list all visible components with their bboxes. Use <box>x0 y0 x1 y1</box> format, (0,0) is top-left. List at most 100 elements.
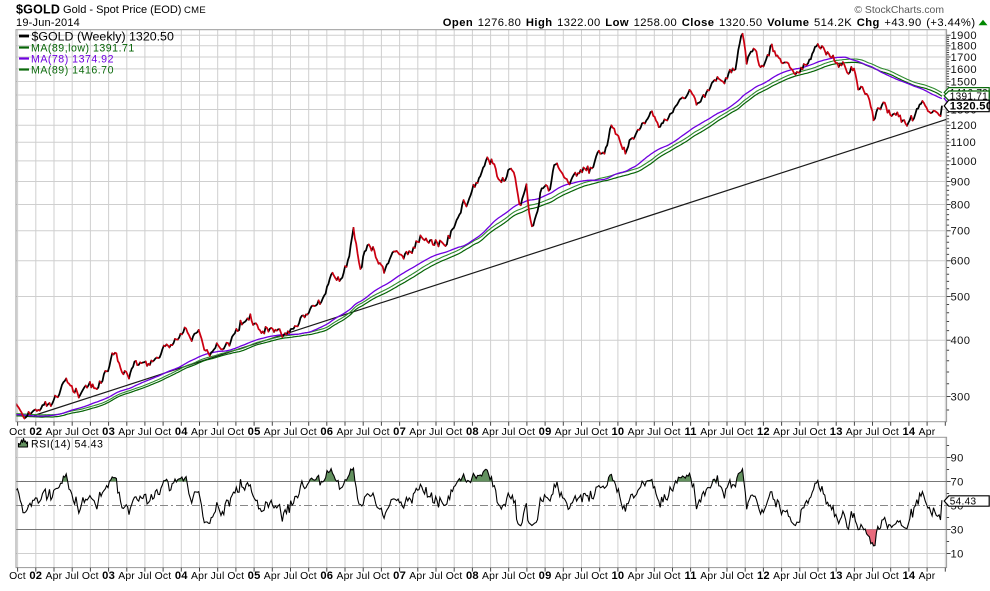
svg-text:Apr: Apr <box>118 571 135 582</box>
svg-text:Jul: Jul <box>647 427 661 438</box>
svg-text:Apr: Apr <box>846 571 863 582</box>
svg-text:Oct: Oct <box>882 427 899 438</box>
svg-text:Oct: Oct <box>737 427 754 438</box>
svg-text:08: 08 <box>466 570 479 582</box>
svg-text:Jul: Jul <box>865 427 879 438</box>
svg-text:Jul: Jul <box>138 427 152 438</box>
svg-text:04: 04 <box>175 426 188 438</box>
svg-text:02: 02 <box>29 426 42 438</box>
svg-text:Oct: Oct <box>664 571 681 582</box>
svg-text:Apr: Apr <box>409 427 426 438</box>
svg-text:Jul: Jul <box>793 427 807 438</box>
svg-text:Oct: Oct <box>373 427 390 438</box>
svg-text:03: 03 <box>102 570 115 582</box>
svg-text:900: 900 <box>951 176 971 188</box>
svg-text:05: 05 <box>248 570 261 582</box>
svg-text:1700: 1700 <box>951 52 978 64</box>
svg-text:Apr: Apr <box>773 571 790 582</box>
svg-text:Oct: Oct <box>882 571 899 582</box>
svg-text:Jul: Jul <box>138 571 152 582</box>
svg-text:Jul: Jul <box>720 427 734 438</box>
svg-text:70: 70 <box>951 476 964 488</box>
svg-text:Oct: Oct <box>373 571 390 582</box>
svg-text:Oct: Oct <box>9 571 26 582</box>
svg-text:Oct: Oct <box>591 427 608 438</box>
svg-text:Jul: Jul <box>211 571 225 582</box>
svg-text:700: 700 <box>951 226 971 238</box>
svg-text:Open 1276.80 High 1322.00 Low: Open 1276.80 High 1322.00 Low 1258.00 Cl… <box>443 17 976 29</box>
svg-text:10: 10 <box>951 548 964 560</box>
svg-text:07: 07 <box>393 426 406 438</box>
svg-text:Jul: Jul <box>574 427 588 438</box>
svg-text:800: 800 <box>951 199 971 211</box>
svg-text:03: 03 <box>102 426 115 438</box>
svg-text:06: 06 <box>320 570 333 582</box>
svg-text:06: 06 <box>320 426 333 438</box>
svg-text:1800: 1800 <box>951 41 978 53</box>
svg-text:Apr: Apr <box>264 427 281 438</box>
svg-text:Apr: Apr <box>46 427 63 438</box>
svg-text:$GOLD (Weekly) 1320.50: $GOLD (Weekly) 1320.50 <box>32 29 174 43</box>
svg-text:Oct: Oct <box>518 571 535 582</box>
svg-text:09: 09 <box>539 570 552 582</box>
svg-text:MA(78) 1374.92: MA(78) 1374.92 <box>31 54 114 66</box>
svg-text:12: 12 <box>757 570 770 582</box>
svg-text:1000: 1000 <box>951 156 978 168</box>
svg-text:Jul: Jul <box>647 571 661 582</box>
svg-text:Apr: Apr <box>919 427 936 438</box>
svg-text:Oct: Oct <box>446 571 463 582</box>
svg-text:Apr: Apr <box>628 427 645 438</box>
svg-text:10: 10 <box>611 426 624 438</box>
svg-text:Oct: Oct <box>591 571 608 582</box>
svg-text:Apr: Apr <box>46 571 63 582</box>
svg-text:30: 30 <box>951 524 964 536</box>
svg-text:Jul: Jul <box>720 571 734 582</box>
svg-text:05: 05 <box>248 426 261 438</box>
svg-text:10: 10 <box>611 570 624 582</box>
svg-text:600: 600 <box>951 256 971 268</box>
svg-text:Gold - Spot Price (EOD): Gold - Spot Price (EOD) <box>63 4 181 16</box>
svg-text:90: 90 <box>951 452 964 464</box>
svg-text:1600: 1600 <box>951 64 978 76</box>
svg-text:04: 04 <box>175 570 188 582</box>
svg-text:Apr: Apr <box>409 571 426 582</box>
svg-text:MA(89) 1416.70: MA(89) 1416.70 <box>31 65 114 77</box>
svg-text:Apr: Apr <box>700 571 717 582</box>
svg-text:Apr: Apr <box>482 571 499 582</box>
svg-text:1391.71: 1391.71 <box>950 91 988 102</box>
svg-text:Oct: Oct <box>810 571 827 582</box>
svg-text:500: 500 <box>951 291 971 303</box>
svg-text:Oct: Oct <box>810 427 827 438</box>
svg-text:© StockCharts.com: © StockCharts.com <box>854 5 944 16</box>
svg-text:Oct: Oct <box>82 571 99 582</box>
svg-text:400: 400 <box>951 335 971 347</box>
svg-text:Oct: Oct <box>155 427 172 438</box>
svg-text:19-Jun-2014: 19-Jun-2014 <box>16 17 80 29</box>
svg-text:Apr: Apr <box>337 571 354 582</box>
svg-text:Oct: Oct <box>82 427 99 438</box>
svg-text:1900: 1900 <box>951 30 978 42</box>
svg-text:1100: 1100 <box>951 137 977 149</box>
svg-text:Jul: Jul <box>283 571 297 582</box>
svg-text:08: 08 <box>466 426 479 438</box>
svg-text:Apr: Apr <box>628 571 645 582</box>
svg-text:Oct: Oct <box>737 571 754 582</box>
svg-text:MA(89,low) 1391.71: MA(89,low) 1391.71 <box>31 43 135 55</box>
svg-text:Jul: Jul <box>356 427 370 438</box>
svg-text:Oct: Oct <box>9 427 26 438</box>
svg-text:Apr: Apr <box>846 427 863 438</box>
svg-text:Oct: Oct <box>300 571 317 582</box>
svg-text:Jul: Jul <box>65 571 79 582</box>
svg-text:Oct: Oct <box>300 427 317 438</box>
svg-text:Jul: Jul <box>283 427 297 438</box>
svg-text:11: 11 <box>684 570 696 582</box>
svg-text:Oct: Oct <box>518 427 535 438</box>
svg-text:Jul: Jul <box>502 571 516 582</box>
svg-text:Jul: Jul <box>502 427 516 438</box>
svg-text:1200: 1200 <box>951 120 978 132</box>
svg-text:1500: 1500 <box>951 76 978 88</box>
svg-text:Oct: Oct <box>227 427 244 438</box>
svg-text:Jul: Jul <box>793 571 807 582</box>
svg-text:300: 300 <box>951 391 971 403</box>
svg-text:Apr: Apr <box>773 427 790 438</box>
